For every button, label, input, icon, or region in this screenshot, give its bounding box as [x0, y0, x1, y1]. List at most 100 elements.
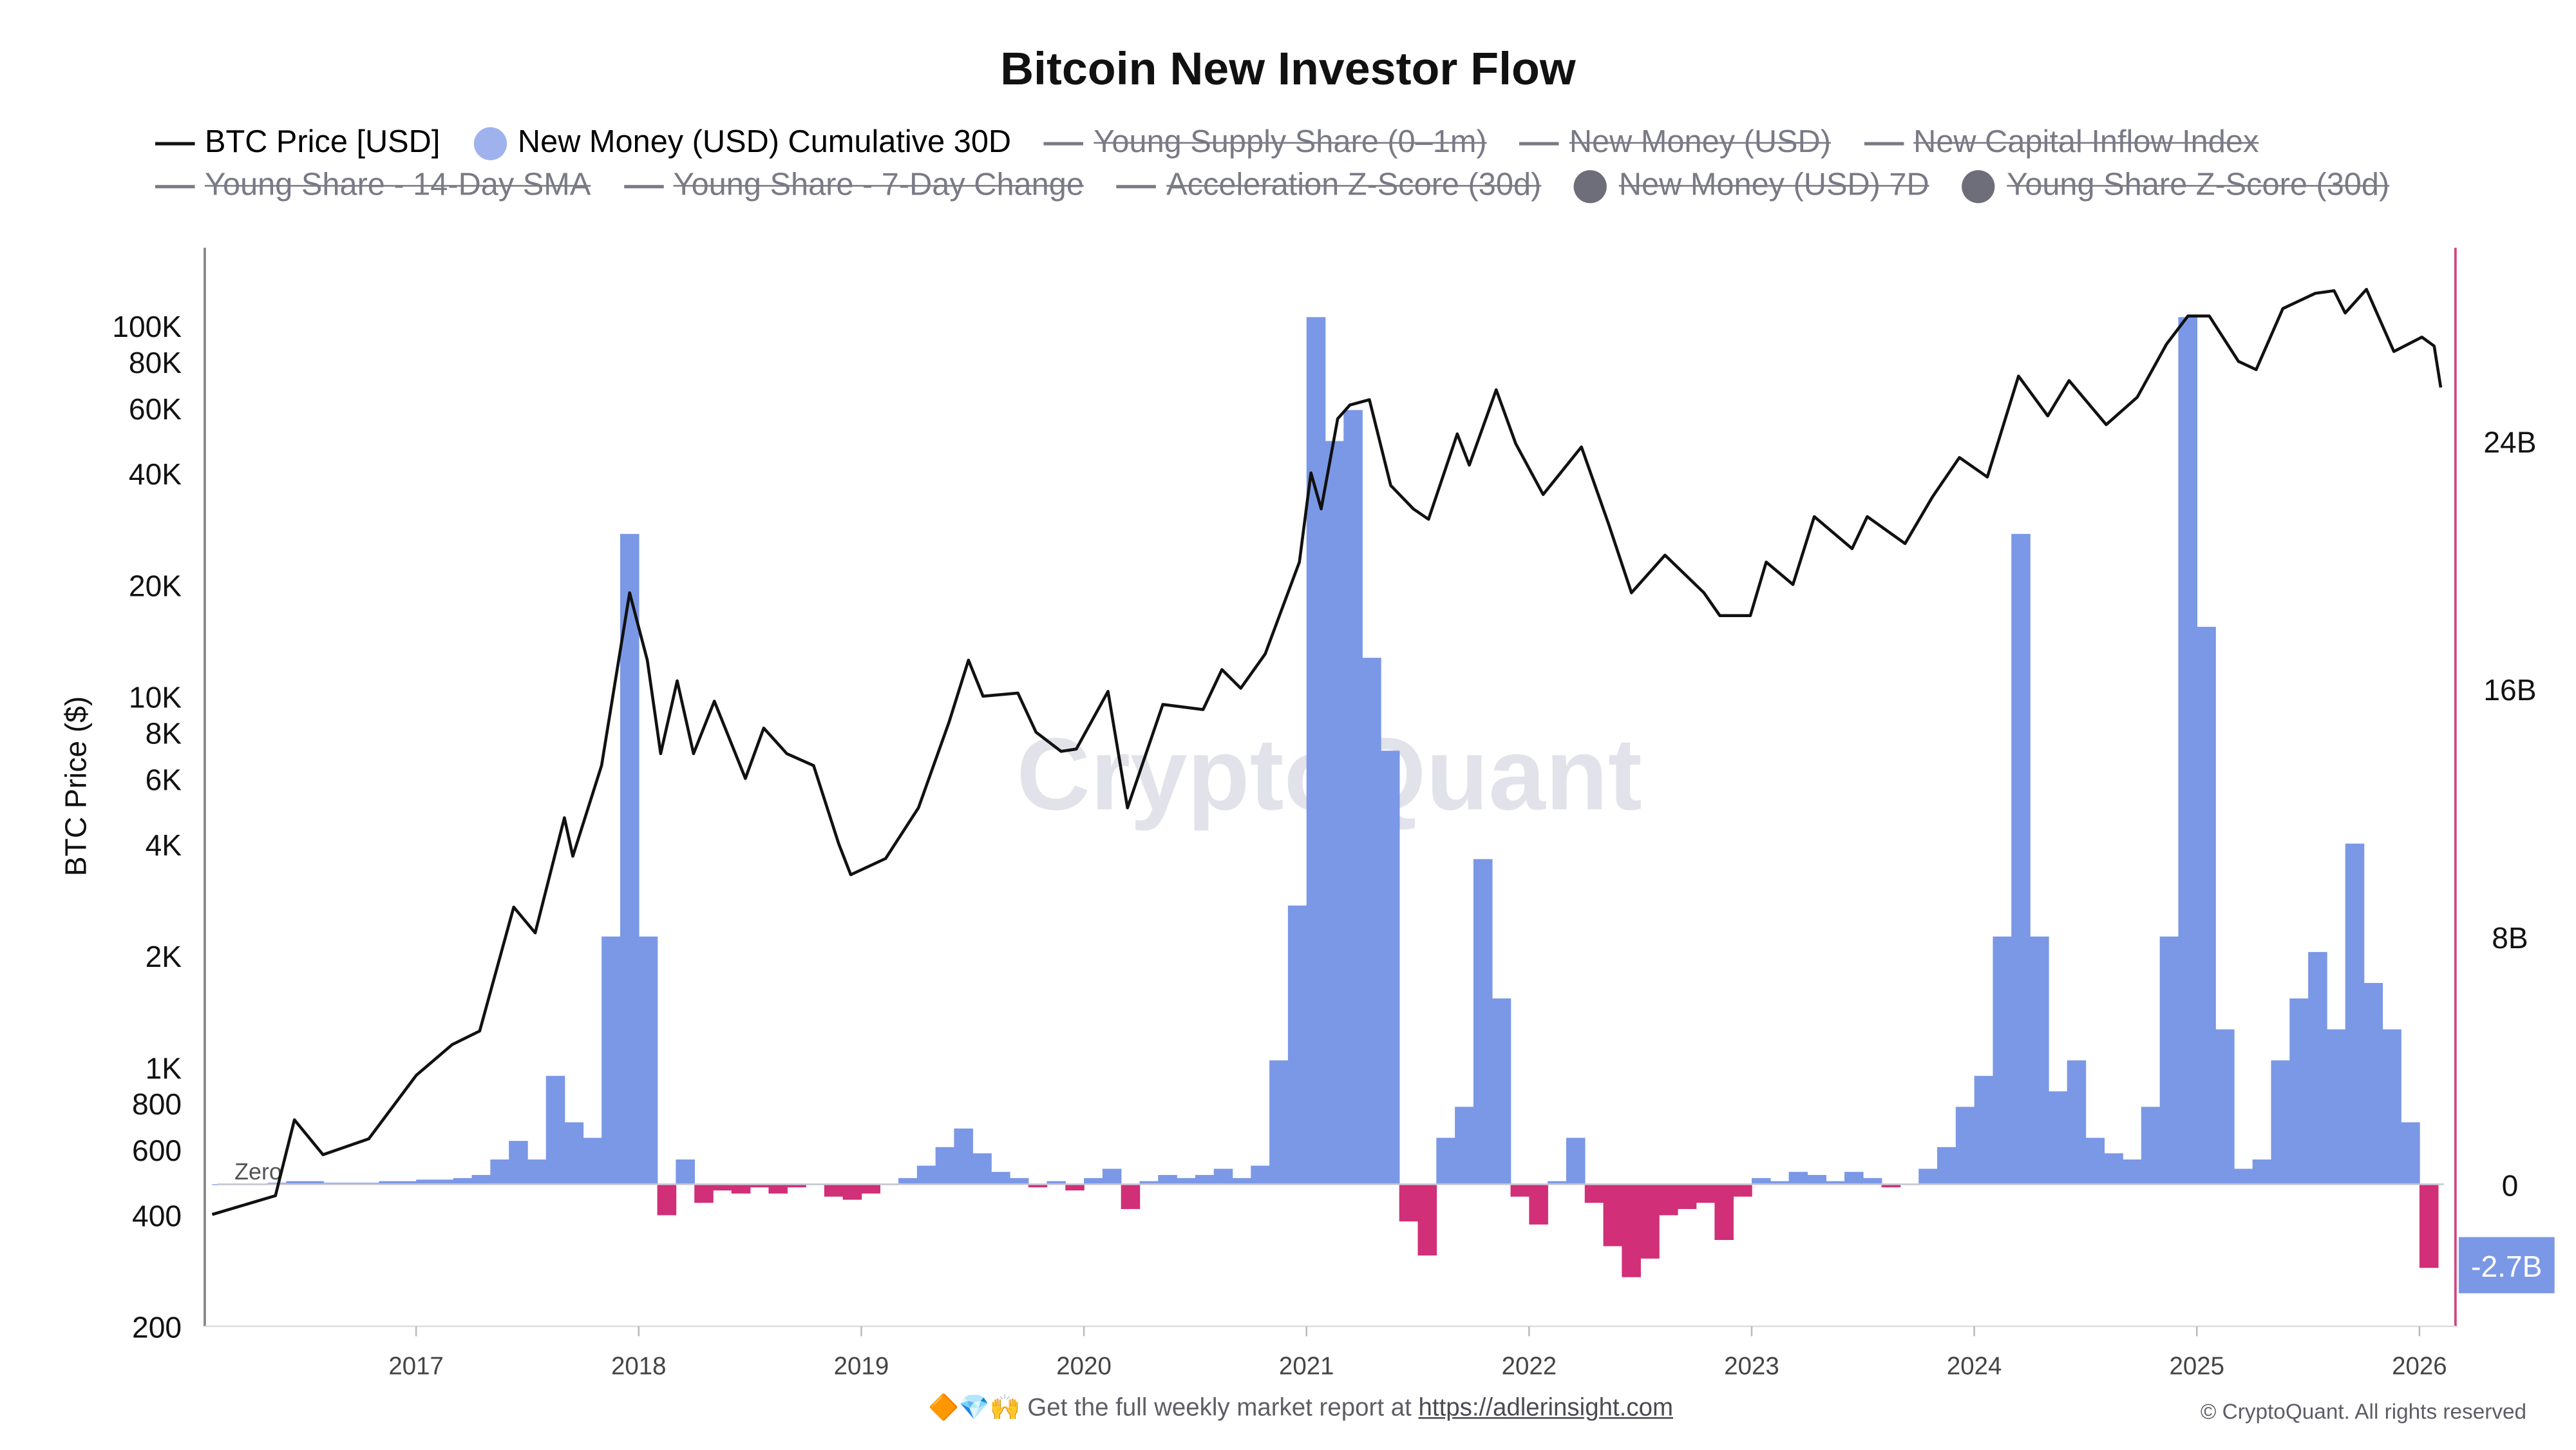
legend-label: Young Share - 14-Day SMA: [204, 168, 591, 204]
new-money-bar: [305, 1181, 324, 1185]
left-tick-label: 80K: [129, 346, 182, 379]
legend-line-icon: [1519, 142, 1560, 146]
new-money-bar: [954, 1128, 974, 1185]
new-money-bar: [1473, 859, 1493, 1185]
left-axis-title: BTC Price ($): [59, 696, 92, 876]
new-money-bar: [2363, 982, 2383, 1185]
left-tick-label: 6K: [146, 763, 182, 796]
new-money-bar: [657, 1184, 677, 1216]
left-tick-label: 400: [132, 1199, 182, 1232]
new-money-bar: [731, 1184, 751, 1194]
left-tick-label: 1K: [146, 1051, 182, 1085]
footer-emojis: 🔶💎🙌: [928, 1394, 1021, 1422]
x-tick-label: 2023: [1724, 1352, 1779, 1380]
new-money-bar: [2326, 1029, 2346, 1185]
new-money-bar: [583, 1138, 602, 1185]
left-tick-label: 800: [132, 1087, 182, 1121]
x-tick-label: 2021: [1279, 1352, 1334, 1380]
new-money-bar: [1232, 1178, 1252, 1185]
new-money-bar: [1862, 1178, 1882, 1185]
new-money-bar: [2048, 1091, 2068, 1185]
new-money-bar: [824, 1184, 844, 1197]
legend-item[interactable]: Young Share - 14-Day SMA: [155, 169, 591, 205]
new-money-bar: [2067, 1060, 2087, 1185]
legend-item[interactable]: New Money (USD) 7D: [1574, 169, 1929, 205]
new-money-bar: [490, 1159, 509, 1185]
left-tick-label: 100K: [112, 310, 182, 343]
legend-item[interactable]: New Money (USD) Cumulative 30D: [473, 126, 1011, 162]
new-money-bar: [1399, 1184, 1419, 1222]
x-tick-label: 2019: [834, 1352, 889, 1380]
new-money-bar: [471, 1175, 491, 1185]
new-money-bar: [1640, 1184, 1660, 1259]
legend-item[interactable]: New Capital Inflow Index: [1864, 126, 2259, 162]
new-money-bar: [545, 1076, 565, 1185]
new-money-bar: [1362, 658, 1381, 1185]
legend-item[interactable]: Young Share - 7-Day Change: [623, 169, 1084, 205]
legend-item[interactable]: Young Supply Share (0–1m): [1044, 126, 1487, 162]
new-money-bar: [2271, 1060, 2291, 1185]
new-money-bar: [1844, 1172, 1864, 1185]
new-money-bar: [1065, 1184, 1084, 1191]
new-money-bar: [2141, 1107, 2161, 1185]
legend-row-2: Young Share - 14-Day SMA Young Share - 7-…: [155, 169, 2422, 205]
new-money-bar: [1102, 1169, 1122, 1185]
new-money-bar: [1751, 1178, 1771, 1185]
new-money-bar: [1918, 1169, 1938, 1185]
new-money-bar: [1807, 1175, 1826, 1185]
new-money-bar: [1251, 1165, 1270, 1185]
new-money-bar: [2104, 1153, 2123, 1185]
legend-item[interactable]: New Money (USD): [1519, 126, 1831, 162]
new-money-bar: [1548, 1181, 1567, 1185]
new-money-bar: [2197, 627, 2216, 1185]
new-money-bar: [620, 533, 639, 1185]
new-money-bar: [676, 1159, 695, 1185]
new-money-bar: [2289, 998, 2309, 1185]
legend-dot-icon: [1574, 170, 1607, 204]
new-money-bar: [2419, 1184, 2439, 1268]
legend-row-1: BTC Price [USD] New Money (USD) Cumulativ…: [155, 126, 2292, 162]
new-money-bar: [2123, 1159, 2142, 1185]
new-money-bar: [1343, 410, 1363, 1185]
legend-label: New Money (USD) Cumulative 30D: [517, 125, 1012, 160]
new-money-bar: [1380, 750, 1400, 1185]
legend-line-icon: [155, 185, 195, 189]
x-tick-label: 2020: [1056, 1352, 1112, 1380]
left-tick-label: 200: [132, 1311, 182, 1344]
new-money-bar: [1269, 1060, 1289, 1185]
new-money-bar: [1455, 1107, 1474, 1185]
legend-item[interactable]: Acceleration Z-Score (30d): [1117, 169, 1541, 205]
footer-promo: 🔶💎🙌 Get the full weekly market report at…: [928, 1393, 1673, 1422]
legend-line-icon: [623, 185, 664, 189]
legend-label: Young Share Z-Score (30d): [2007, 168, 2390, 204]
new-money-bar: [2345, 843, 2365, 1185]
new-money-bar: [861, 1184, 881, 1194]
legend-item[interactable]: BTC Price [USD]: [155, 126, 440, 162]
new-money-bar: [750, 1184, 770, 1188]
left-tick-label: 2K: [146, 940, 182, 973]
new-money-bar: [1510, 1184, 1530, 1197]
left-tick-label: 20K: [129, 569, 182, 602]
legend-item[interactable]: Young Share Z-Score (30d): [1962, 169, 2389, 205]
new-money-bar: [713, 1184, 732, 1191]
new-money-bar: [1287, 905, 1307, 1185]
new-money-bar: [1195, 1175, 1215, 1185]
new-money-bar: [286, 1181, 306, 1185]
new-money-bar: [1492, 998, 1511, 1185]
x-tick-label: 2022: [1502, 1352, 1557, 1380]
right-tick-label: 0: [2502, 1169, 2519, 1202]
right-tick-label: 16B: [2483, 673, 2536, 707]
new-money-bar: [1158, 1175, 1177, 1185]
new-money-bar: [2233, 1169, 2253, 1185]
new-money-bar: [1566, 1138, 1586, 1185]
footer-link[interactable]: https://adlerinsight.com: [1418, 1394, 1674, 1422]
new-money-bar: [2382, 1029, 2401, 1185]
new-money-bar: [1937, 1147, 1956, 1185]
right-tick-label: 24B: [2483, 426, 2536, 459]
current-value-badge: [2458, 1237, 2555, 1293]
new-money-bar: [2085, 1138, 2105, 1185]
new-money-bar: [787, 1184, 806, 1188]
legend-dot-icon: [473, 127, 506, 160]
new-money-bar: [2215, 1029, 2235, 1185]
